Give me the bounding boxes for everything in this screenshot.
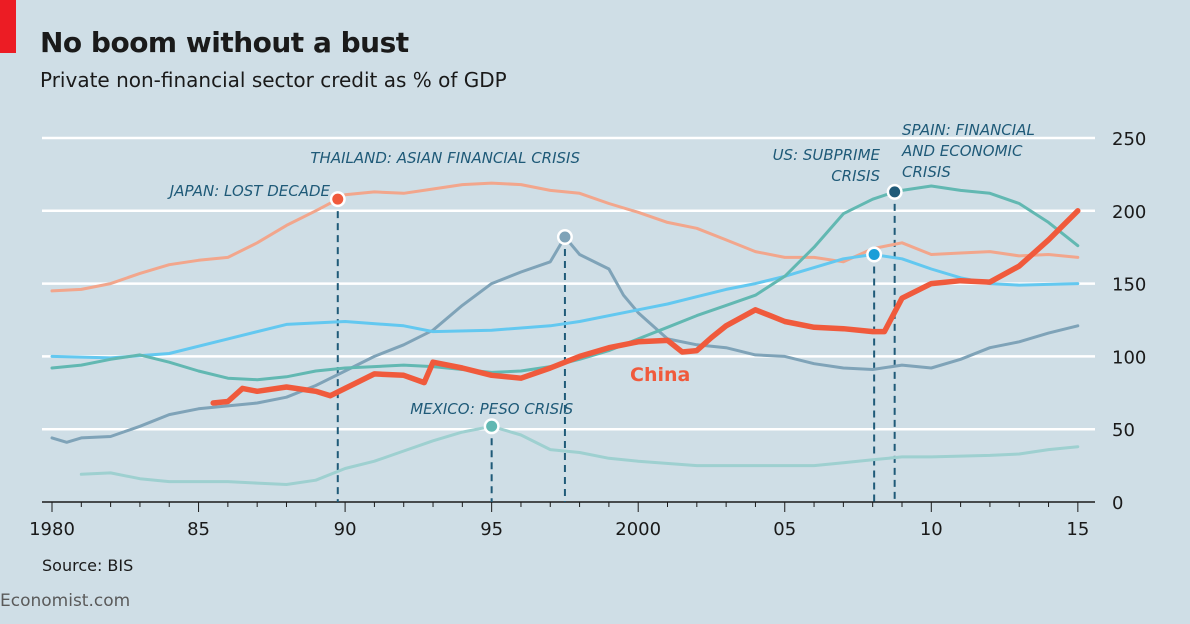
y-tick-label: 250 — [1112, 129, 1146, 150]
series-line-united-states — [50, 253, 1080, 360]
footer-brand: Economist.com — [0, 591, 131, 611]
x-tick-label: 15 — [1066, 519, 1089, 540]
annotation-label: SPAIN: FINANCIAL — [902, 121, 1035, 139]
chart-title: No boom without a bust — [40, 26, 409, 59]
annotation-marker-dot — [486, 420, 498, 432]
china-series-label: China — [630, 364, 690, 386]
annotation-label: CRISIS — [902, 163, 951, 181]
series-line-china — [210, 208, 1081, 406]
y-tick-label: 0 — [1112, 493, 1123, 514]
annotation-label: THAILAND: ASIAN FINANCIAL CRISIS — [310, 149, 580, 167]
annotation-marker-dot — [332, 193, 344, 205]
source-note: Source: BIS — [42, 556, 134, 575]
x-tick-label: 2000 — [615, 519, 661, 540]
chart-subtitle: Private non-financial sector credit as %… — [40, 68, 507, 92]
annotation-marker-dot — [559, 231, 571, 243]
y-tick-label: 100 — [1112, 347, 1146, 368]
x-tick-label: 95 — [480, 519, 503, 540]
annotation-label: MEXICO: PESO CRISIS — [410, 400, 573, 418]
x-tick-label: 05 — [773, 519, 796, 540]
series-line-japan — [50, 181, 1080, 293]
annotation-marker-dot — [868, 248, 880, 260]
x-tick-label: 85 — [187, 519, 210, 540]
x-tick-label: 1980 — [29, 519, 75, 540]
annotation-marker-dot — [889, 186, 901, 198]
series-line-mexico — [79, 424, 1080, 486]
annotation-label: JAPAN: LOST DECADE — [167, 182, 331, 200]
annotation-label: AND ECONOMIC — [901, 142, 1023, 160]
annotation-label: CRISIS — [831, 167, 880, 185]
y-tick-label: 150 — [1112, 275, 1146, 296]
brand-bar — [0, 0, 16, 53]
y-tick-label: 50 — [1112, 420, 1135, 441]
y-tick-label: 200 — [1112, 202, 1146, 223]
annotation-label: US: SUBPRIME — [773, 146, 881, 164]
x-tick-label: 10 — [920, 519, 943, 540]
x-tick-label: 90 — [334, 519, 357, 540]
